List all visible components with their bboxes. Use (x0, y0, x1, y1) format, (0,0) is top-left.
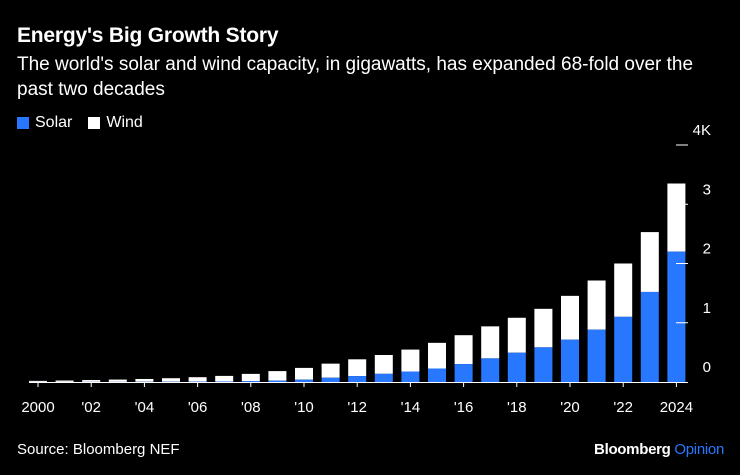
bar-wind-2003 (108, 379, 127, 382)
bar-solar-2015 (428, 368, 446, 382)
bar-wind-2018 (507, 317, 526, 353)
x-tick-label-2008: '08 (241, 399, 261, 416)
x-tick-label-2020: '20 (560, 399, 580, 416)
bar-wind-2000 (29, 380, 47, 382)
bar-wind-2001 (55, 380, 74, 382)
y-tick-label-1000: 1 (703, 300, 711, 317)
source-note: Source: Bloomberg NEF (17, 441, 180, 458)
legend-item-solar: Solar (17, 114, 72, 132)
solar-swatch (17, 117, 29, 129)
bar-wind-2006 (188, 377, 207, 382)
wind-swatch (88, 117, 101, 129)
y-tick-label-2000: 2 (703, 241, 711, 258)
bar-solar-2011 (321, 377, 340, 382)
bar-wind-2011 (321, 363, 340, 378)
bar-wind-2022 (614, 263, 633, 317)
legend-item-wind: Wind (88, 114, 143, 132)
bar-wind-2015 (428, 342, 446, 369)
bar-solar-2010 (295, 379, 313, 382)
bar-solar-2020 (561, 339, 579, 382)
bar-wind-2007 (215, 375, 234, 382)
bar-solar-2024 (667, 251, 686, 382)
bar-solar-2022 (614, 316, 633, 382)
x-tick-label-2022: '22 (613, 399, 633, 416)
bar-wind-2014 (401, 349, 420, 372)
bar-solar-2019 (534, 347, 553, 382)
bar-solar-2014 (401, 371, 420, 382)
bar-wind-2002 (82, 380, 101, 382)
x-tick-label-2018: '18 (507, 399, 527, 416)
bar-wind-2023 (640, 232, 659, 292)
brand-name: Bloomberg (594, 441, 671, 458)
bar-solar-2007 (215, 381, 234, 382)
x-tick-label-2016: '16 (454, 399, 474, 416)
bar-solar-2018 (507, 352, 526, 382)
legend-label-wind: Wind (106, 114, 143, 131)
bar-wind-2021 (587, 280, 606, 330)
y-tick-label-0: 0 (703, 359, 711, 376)
x-tick-label-2014: '14 (401, 399, 421, 416)
x-tick-label-2002: '02 (81, 399, 101, 416)
bar-wind-2013 (374, 354, 393, 374)
bar-solar-2023 (640, 291, 659, 382)
bar-wind-2010 (295, 367, 313, 380)
x-tick-label-2024: 2024 (660, 399, 693, 416)
chart-title: Energy's Big Growth Story (17, 24, 279, 47)
bar-wind-2012 (348, 359, 367, 377)
x-tick-label-2004: '04 (135, 399, 155, 416)
bar-solar-2016 (454, 364, 473, 382)
bar-wind-2008 (241, 373, 260, 382)
legend: Solar Wind (17, 114, 159, 132)
bar-wind-2004 (135, 378, 154, 382)
bar-solar-2008 (241, 381, 260, 382)
x-tick-label-2012: '12 (347, 399, 367, 416)
y-tick-label-4000: 4K (693, 122, 711, 139)
x-tick-label-2000: 2000 (21, 399, 54, 416)
bar-solar-2013 (374, 373, 393, 382)
bar-solar-2012 (348, 376, 367, 382)
bar-wind-2017 (481, 326, 500, 359)
bar-wind-2016 (454, 335, 473, 365)
brand-logo: Bloomberg Opinion (594, 441, 724, 458)
bar-wind-2024 (667, 183, 686, 252)
x-tick-label-2010: '10 (294, 399, 314, 416)
bar-solar-2017 (481, 358, 500, 382)
bar-solar-2021 (587, 329, 606, 382)
bar-wind-2005 (162, 378, 180, 382)
legend-label-solar: Solar (35, 114, 73, 131)
bar-wind-2009 (268, 371, 287, 381)
x-tick-label-2006: '06 (188, 399, 208, 416)
bar-wind-2020 (561, 295, 579, 340)
chart-subtitle: The world's solar and wind capacity, in … (17, 54, 694, 100)
bar-wind-2019 (534, 308, 553, 348)
bar-solar-2009 (268, 380, 287, 382)
brand-section: Opinion (674, 441, 724, 458)
y-tick-label-3000: 3 (703, 181, 711, 198)
